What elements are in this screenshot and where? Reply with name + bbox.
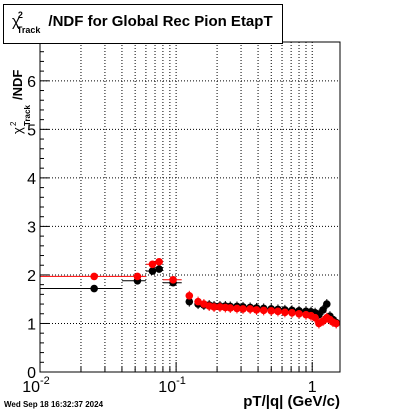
data-point-red (233, 304, 241, 313)
y-axis-superscript: 2 (9, 121, 18, 126)
x-tick-exponent: -1 (176, 375, 186, 387)
grid-lines (40, 42, 340, 372)
data-point-red (311, 313, 319, 322)
data-point-black (155, 265, 163, 273)
data-point-red (295, 309, 303, 318)
title-subscript: Track (16, 25, 41, 35)
data-point-black (185, 297, 194, 306)
data-point-red (169, 275, 177, 284)
y-axis-subscript: Track (23, 105, 32, 126)
x-tick-label: 10 (158, 379, 176, 396)
data-point-red (239, 305, 247, 313)
plot-frame (39, 41, 341, 373)
data-point-red (194, 297, 202, 306)
y-tick-label: 0 (27, 365, 36, 382)
data-point-red (332, 319, 340, 328)
y-tick-label: 6 (27, 74, 36, 91)
x-tick-label: 1 (308, 379, 317, 396)
data-point-red (90, 272, 98, 281)
y-tick-label: 5 (27, 122, 36, 139)
x-axis-label: pT/|q| (GeV/c) (243, 393, 340, 410)
y-tick-label: 4 (27, 171, 36, 188)
timestamp: Wed Sep 18 16:32:37 2024 (4, 400, 104, 409)
data-point-red (226, 304, 235, 312)
y-tick-label: 1 (27, 316, 36, 333)
data-point-red (155, 258, 163, 266)
y-tick-label: 2 (27, 268, 36, 285)
y-axis-chi-symbol: χ (10, 127, 25, 134)
x-tick-label: 10 (22, 379, 40, 396)
data-point-black (148, 267, 157, 275)
title-text: /NDF for Global Rec Pion EtapT (48, 13, 273, 30)
x-tick-exponent: -2 (40, 375, 50, 387)
data-point-red (252, 306, 261, 314)
data-point-red (259, 306, 268, 315)
data-point-red (274, 307, 282, 316)
chart-title: χ2 Track/NDF for Global Rec Pion EtapT (12, 10, 273, 35)
data-point-red (281, 308, 289, 317)
data-point-black (319, 306, 327, 314)
title-superscript: 2 (17, 10, 23, 20)
y-axis-title: /NDF (10, 70, 25, 100)
title-chi-symbol: χ (12, 13, 20, 30)
data-point-black (323, 300, 331, 308)
data-point-red (210, 303, 218, 311)
data-point-red (267, 307, 276, 315)
data-point-red (246, 305, 254, 313)
data-point-black (90, 284, 98, 293)
data-point-red (148, 260, 157, 269)
y-axis-label: χ2 Track/NDF (9, 70, 32, 134)
y-tick-label: 3 (27, 219, 36, 236)
data-point-red (288, 308, 296, 317)
data-point-red (133, 272, 142, 281)
data-point-red (185, 292, 194, 300)
data-points (90, 258, 340, 328)
chart-title-box: χ2 Track/NDF for Global Rec Pion EtapT (3, 4, 283, 44)
